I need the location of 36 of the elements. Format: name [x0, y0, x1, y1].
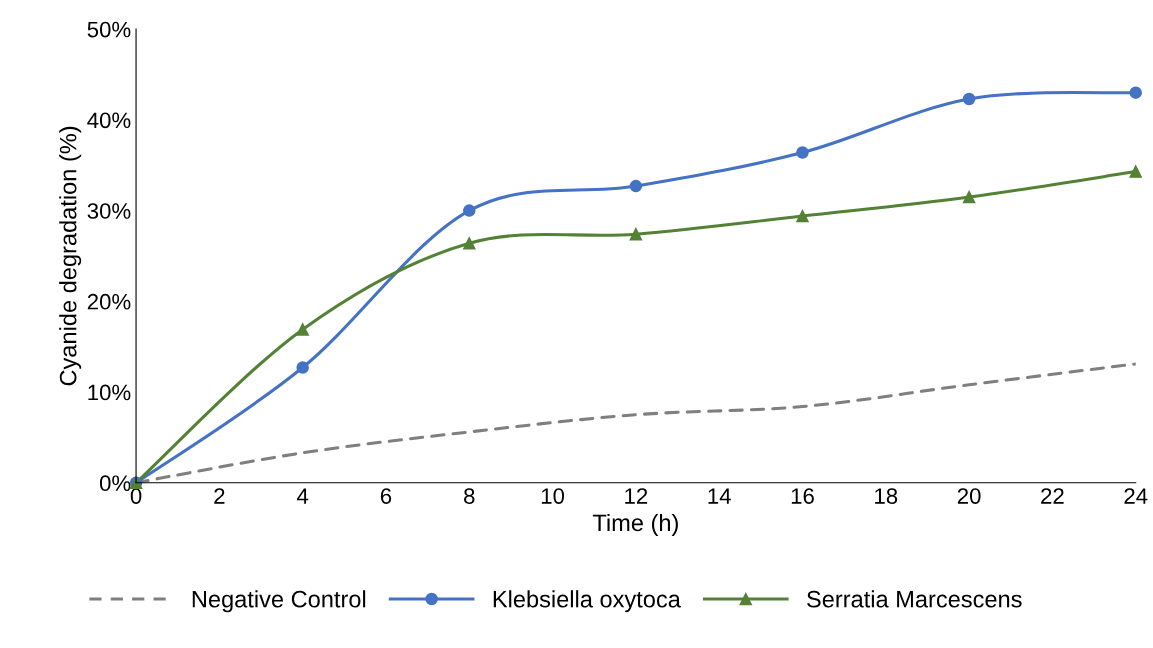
- point: [1129, 86, 1142, 99]
- point: [796, 209, 809, 223]
- x-tick-label: 12: [625, 488, 648, 504]
- x-tick-label: 16: [791, 488, 814, 504]
- x-tick-label: 8: [464, 488, 475, 504]
- y-tick-label: 40%: [87, 112, 131, 129]
- point: [629, 227, 643, 241]
- y-tick-label: 20%: [87, 293, 131, 310]
- point: [463, 204, 476, 217]
- point: [296, 323, 309, 336]
- point: [1129, 165, 1142, 178]
- legend-label: Klebsiella oxytoca: [493, 590, 681, 613]
- legend-label: Serratia Marcescens: [807, 590, 1022, 608]
- point: [796, 146, 809, 159]
- x-tick-label: 22: [1041, 488, 1064, 504]
- point: [463, 237, 476, 250]
- y-tick-label: 0%: [99, 475, 131, 492]
- x-tick-label: 6: [380, 488, 392, 504]
- x-axis-title: Time (h): [592, 513, 678, 536]
- y-tick-label: 30%: [87, 203, 131, 219]
- y-tick-label: 10%: [88, 384, 131, 401]
- point: [629, 179, 643, 193]
- x-tick-label: 24: [1124, 488, 1148, 504]
- y-tick-label: 50%: [87, 21, 131, 38]
- y-axis-title: Cyanide degradation (%): [59, 126, 82, 386]
- point: [296, 361, 309, 374]
- x-tick-label: 4: [296, 488, 309, 504]
- x-tick-label: 20: [957, 488, 981, 504]
- point: [962, 92, 976, 106]
- x-tick-label: 2: [214, 488, 225, 504]
- x-tick-label: 0: [130, 488, 142, 504]
- x-tick-label: 10: [541, 488, 565, 504]
- legend-label: Negative Control: [192, 590, 366, 613]
- x-tick-label: 14: [708, 488, 731, 504]
- point: [962, 190, 976, 204]
- x-tick-label: 18: [875, 488, 898, 504]
